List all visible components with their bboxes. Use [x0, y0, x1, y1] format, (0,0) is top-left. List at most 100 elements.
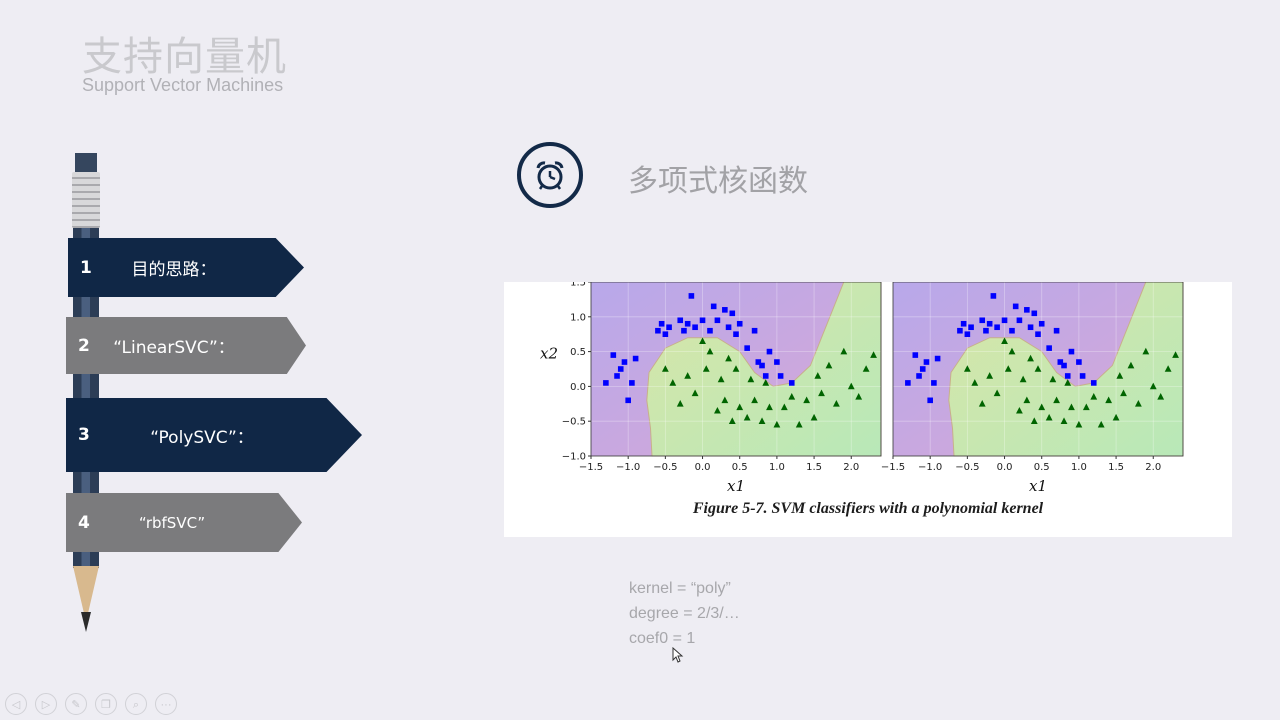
data-point-triangle	[1008, 347, 1016, 355]
data-point-triangle	[847, 382, 855, 390]
figure-caption: Figure 5-7. SVM classifiers with a polyn…	[692, 500, 1044, 517]
menu-item-2[interactable]: 2 “LinearSVC”：	[66, 317, 306, 374]
data-point-square	[684, 320, 691, 327]
mouse-cursor-icon	[672, 647, 684, 663]
data-point-triangle	[803, 396, 811, 404]
menu-item-label: “LinearSVC”：	[113, 338, 235, 358]
data-point-triangle	[855, 393, 863, 400]
x-tick-label: −1.0	[918, 462, 942, 473]
x-tick-label: −0.5	[955, 462, 979, 473]
data-point-square	[658, 320, 665, 327]
x-tick-label: 1.0	[769, 462, 785, 473]
data-point-square	[755, 359, 762, 365]
data-point-triangle	[978, 400, 986, 407]
data-point-triangle	[684, 372, 692, 379]
data-point-triangle	[725, 354, 732, 362]
menu-item-label: “rbfSVC”	[138, 513, 206, 532]
data-point-square	[923, 359, 930, 365]
data-point-square	[979, 317, 986, 324]
data-point-square	[912, 352, 919, 358]
data-point-square	[655, 327, 661, 334]
data-point-triangle	[832, 400, 840, 407]
data-point-triangle	[732, 365, 740, 372]
data-point-triangle	[736, 403, 744, 411]
menu-item-4[interactable]: 4 “rbfSVC”	[66, 493, 302, 552]
data-point-triangle	[971, 379, 979, 386]
data-point-triangle	[1090, 393, 1098, 400]
data-point-triangle	[751, 396, 758, 404]
more-icon[interactable]: ···	[155, 693, 177, 715]
zoom-icon[interactable]: ⌕	[125, 693, 147, 715]
data-point-triangle	[1172, 351, 1179, 358]
data-point-square	[916, 373, 922, 379]
data-point-square	[759, 362, 765, 369]
data-point-square	[968, 324, 974, 331]
data-point-square	[625, 397, 631, 404]
data-point-square	[964, 331, 971, 337]
data-point-square	[725, 324, 732, 331]
data-point-square	[1031, 310, 1038, 317]
next-icon[interactable]: ▷	[35, 693, 57, 715]
x-axis-label: x1	[727, 477, 745, 495]
data-point-triangle	[717, 375, 725, 383]
data-point-triangle	[825, 361, 833, 369]
data-point-triangle	[1049, 375, 1057, 383]
data-point-square	[1046, 345, 1052, 351]
menu-item-1[interactable]: 1 目的思路：	[68, 238, 304, 297]
data-point-triangle	[1030, 417, 1038, 424]
data-point-triangle	[1112, 413, 1120, 421]
data-point-triangle	[702, 365, 710, 372]
data-point-triangle	[714, 406, 721, 414]
data-point-triangle	[1053, 396, 1060, 404]
data-point-triangle	[699, 337, 706, 344]
data-point-square	[688, 293, 695, 299]
pen-icon[interactable]: ✎	[65, 693, 87, 715]
data-point-square	[1064, 373, 1071, 379]
data-point-triangle	[747, 375, 755, 383]
copy-icon[interactable]: ❐	[95, 693, 117, 715]
data-point-triangle	[1120, 389, 1127, 397]
data-point-square	[751, 327, 758, 334]
page-title: 支持向量机	[82, 34, 287, 80]
data-point-triangle	[1164, 365, 1172, 372]
data-point-triangle	[728, 417, 736, 424]
data-point-triangle	[1023, 396, 1031, 404]
data-point-triangle	[1060, 417, 1068, 424]
menu-item-label: “PolySVC”：	[150, 427, 254, 448]
data-point-square	[927, 397, 933, 404]
data-point-square	[957, 327, 963, 334]
data-point-square	[621, 359, 628, 365]
data-point-square	[788, 380, 795, 386]
figure-panel: −1.5 −1.0 −0.5 0.0 0.5 1.0 1.5 2.0 −1.0 −0.5 0.0 0.…	[504, 278, 1232, 537]
pencil-lead	[81, 612, 91, 632]
code-line: kernel = “poly”	[629, 580, 731, 597]
data-point-triangle	[706, 347, 714, 355]
data-point-square	[1057, 359, 1064, 365]
code-line: degree = 2/3/…	[629, 605, 740, 622]
x-tick-label: 1.5	[806, 462, 822, 473]
menu-item-3[interactable]: 3 “PolySVC”：	[66, 398, 362, 472]
data-point-square	[1012, 303, 1019, 310]
x-tick-label: −1.5	[881, 462, 905, 473]
data-point-triangle	[758, 417, 766, 424]
data-point-triangle	[963, 365, 971, 372]
alarm-clock-glyph	[536, 161, 564, 190]
data-point-square	[1001, 317, 1008, 324]
data-point-triangle	[788, 393, 796, 400]
data-point-square	[777, 373, 784, 379]
data-point-square	[960, 320, 967, 327]
menu-item-number: 4	[78, 512, 90, 533]
previous-icon[interactable]: ◁	[5, 693, 27, 715]
data-point-triangle	[1034, 365, 1042, 372]
data-point-square	[614, 373, 620, 379]
data-point-triangle	[1142, 347, 1150, 355]
x-tick-label: 0.5	[732, 462, 748, 473]
data-point-triangle	[810, 413, 818, 421]
data-point-square	[774, 359, 780, 365]
data-point-square	[733, 331, 739, 337]
x-tick-label: −1.5	[579, 462, 603, 473]
data-point-triangle	[818, 389, 825, 397]
data-point-triangle	[1149, 382, 1157, 390]
data-point-square	[919, 366, 926, 372]
data-point-square	[1016, 317, 1023, 324]
